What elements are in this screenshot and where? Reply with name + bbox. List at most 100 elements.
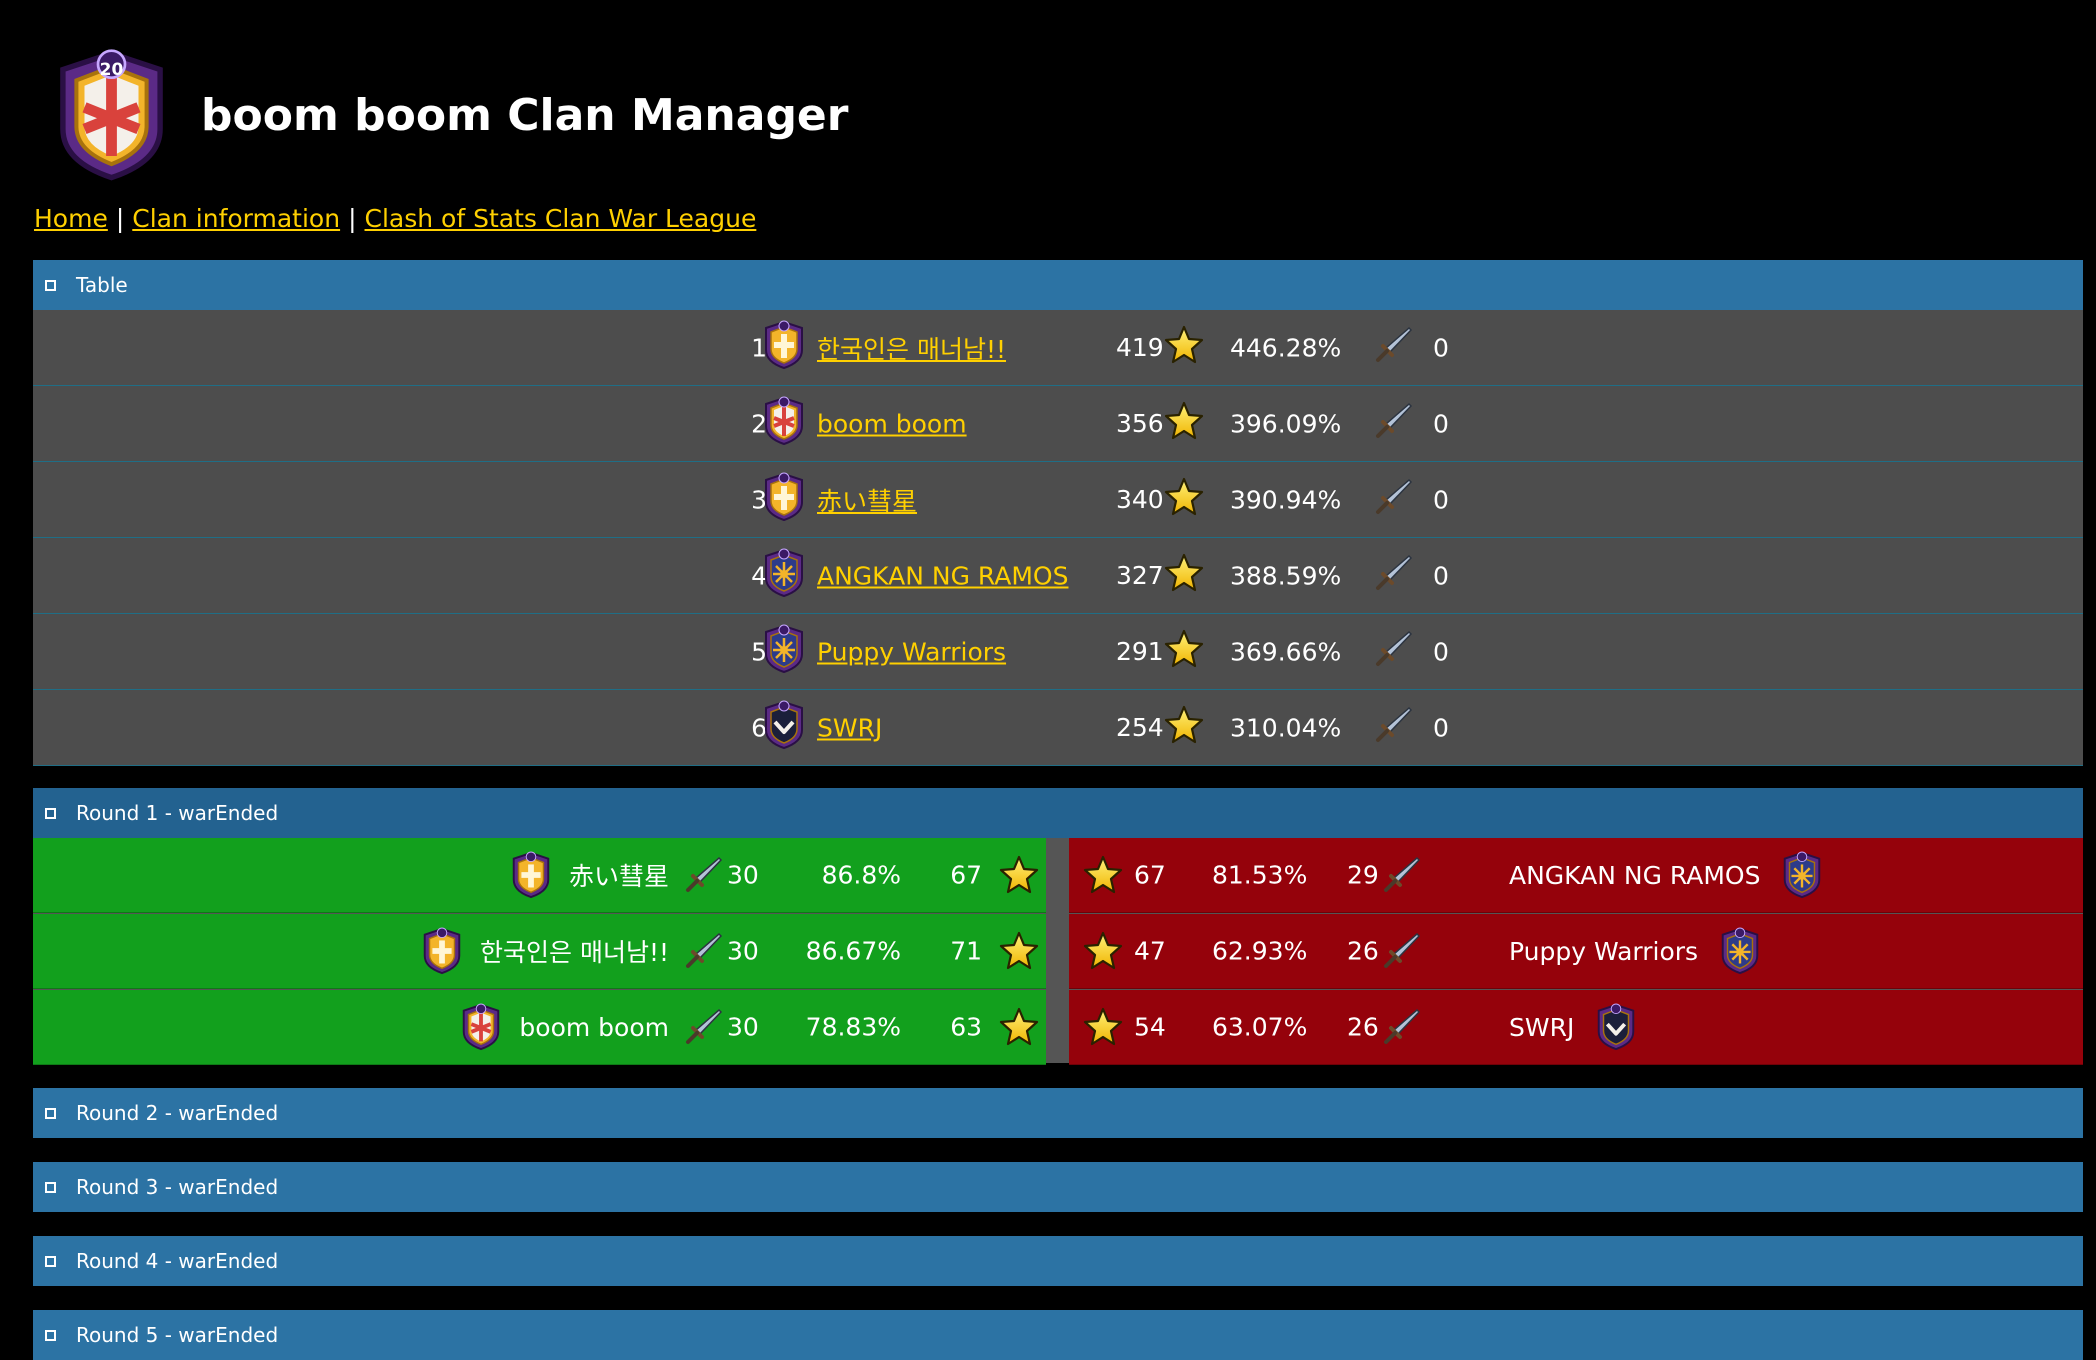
clan-link[interactable]: 赤い彗星: [817, 486, 918, 516]
sword-icon: [1373, 477, 1413, 523]
left-clan-name: 赤い彗星: [568, 862, 669, 891]
panel-title: Table: [76, 273, 128, 297]
round-4-panel-header[interactable]: Round 4 - warEnded: [33, 1236, 2083, 1286]
cross-badge-icon: [507, 851, 555, 899]
collapse-toggle-icon: [45, 1107, 56, 1119]
clan-link[interactable]: ANGKAN NG RAMOS: [817, 561, 1069, 590]
loser-side: 47 62.93% 26 Puppy Warriors: [1069, 914, 2083, 989]
panel-title: Round 4 - warEnded: [76, 1249, 279, 1273]
total-stars: 327: [1116, 553, 1204, 599]
sword-icon: [1373, 401, 1413, 447]
left-attacks: 30: [727, 860, 759, 890]
left-attacks: 30: [727, 936, 759, 966]
right-clan-name: SWRJ: [1509, 1012, 1575, 1042]
star-icon: [1164, 553, 1204, 599]
panel-title: Round 2 - warEnded: [76, 1101, 279, 1125]
total-stars: 356: [1116, 401, 1204, 447]
round-1-panel-header[interactable]: Round 1 - warEnded: [33, 788, 2083, 838]
sword-icon: [1373, 705, 1413, 751]
sun-badge-icon: [759, 624, 809, 680]
sun-badge-icon: [1778, 851, 1826, 899]
war-matchup-row: boom boom 30 78.83% 63 54 63.07% 26 SWRJ: [33, 990, 2083, 1065]
cross-badge-icon: [418, 927, 466, 975]
right-stars: 54: [1134, 1012, 1166, 1042]
right-clan-name: ANGKAN NG RAMOS: [1509, 860, 1761, 890]
right-stars: 67: [1134, 860, 1166, 890]
total-stars: 291: [1116, 629, 1204, 675]
left-destruction: 78.83%: [805, 1012, 901, 1042]
war-matchup-row: 한국인은 매너남!! 30 86.67% 71 47 62.93% 26 Puppy Warr…: [33, 914, 2083, 989]
star-icon: [1164, 477, 1204, 523]
star-icon: [1083, 855, 1123, 895]
star-icon: [999, 931, 1039, 971]
sword-icon: [1381, 931, 1421, 971]
star-icon: [1164, 325, 1204, 371]
sword-icon: [1373, 553, 1413, 599]
sword-icon: [683, 1007, 723, 1047]
round-1-table: 赤い彗星 30 86.8% 67 67 81.53% 29 ANGKAN NG RAMOS 한국…: [33, 838, 2083, 1065]
clan-link[interactable]: 한국인은 매너남!!: [817, 334, 1006, 364]
page-title: boom boom Clan Manager: [201, 90, 849, 141]
destruction-percent: 446.28%: [1230, 333, 1342, 362]
sword-icon: [1381, 1007, 1421, 1047]
sword-icon: [1381, 855, 1421, 895]
winner-side: boom boom 30 78.83% 63: [33, 990, 1046, 1065]
left-stars: 67: [950, 860, 982, 890]
standings-row: 2. boom boom 356 396.09% 0: [33, 386, 2083, 462]
total-stars: 254: [1116, 705, 1204, 751]
left-clan: 한국인은 매너남!!: [418, 927, 669, 975]
left-clan: 赤い彗星: [507, 851, 669, 899]
clan-level: 20: [99, 60, 124, 80]
standings-table: 1. 한국인은 매너남!! 419 446.28% 0 2. boom boom 356 396…: [33, 310, 2083, 766]
standings-row: 6. SWRJ 254 310.04% 0: [33, 690, 2083, 766]
cwl-link[interactable]: Clash of Stats Clan War League: [364, 204, 757, 233]
home-link[interactable]: Home: [34, 204, 108, 233]
clan-link[interactable]: SWRJ: [817, 713, 883, 742]
loser-side: 54 63.07% 26 SWRJ: [1069, 990, 2083, 1065]
star-icon: [999, 855, 1039, 895]
attacks-remaining: 0: [1433, 561, 1449, 590]
standings-row: 4. ANGKAN NG RAMOS 327 388.59% 0: [33, 538, 2083, 614]
panel-title: Round 5 - warEnded: [76, 1323, 279, 1347]
attacks-remaining: 0: [1433, 713, 1449, 742]
left-clan: boom boom: [457, 1003, 669, 1051]
right-clan-name: Puppy Warriors: [1509, 936, 1699, 966]
nav-separator: |: [348, 204, 357, 233]
sword-icon: [683, 855, 723, 895]
clan-badge-icon: 20: [44, 48, 179, 183]
loser-side: 67 81.53% 29 ANGKAN NG RAMOS: [1069, 838, 2083, 913]
star-icon: [999, 1007, 1039, 1047]
right-attacks: 29: [1347, 860, 1379, 890]
standings-row: 3. 赤い彗星 340 390.94% 0: [33, 462, 2083, 538]
total-stars: 419: [1116, 325, 1204, 371]
clan-link[interactable]: Puppy Warriors: [817, 637, 1007, 666]
stars-value: 254: [1116, 713, 1164, 742]
collapse-toggle-icon: [45, 1329, 56, 1341]
shield-badge-icon: [759, 396, 809, 452]
round-5-panel-header[interactable]: Round 5 - warEnded: [33, 1310, 2083, 1360]
attacks-remaining: 0: [1433, 637, 1449, 666]
destruction-percent: 388.59%: [1230, 561, 1342, 590]
chevron-badge-icon: [759, 700, 809, 756]
destruction-percent: 390.94%: [1230, 485, 1342, 514]
stars-value: 291: [1116, 637, 1164, 666]
left-clan-name: 한국인은 매너남!!: [480, 938, 669, 967]
round-2-panel-header[interactable]: Round 2 - warEnded: [33, 1088, 2083, 1138]
collapse-toggle-icon: [45, 807, 56, 819]
stars-value: 340: [1116, 485, 1164, 514]
left-stars: 71: [950, 936, 982, 966]
right-attacks: 26: [1347, 936, 1379, 966]
left-destruction: 86.8%: [821, 860, 901, 890]
clan-link[interactable]: boom boom: [817, 409, 967, 438]
clan-information-link[interactable]: Clan information: [132, 204, 341, 233]
collapse-toggle-icon: [45, 1181, 56, 1193]
war-matchup-row: 赤い彗星 30 86.8% 67 67 81.53% 29 ANGKAN NG RAMOS: [33, 838, 2083, 913]
right-destruction: 63.07%: [1212, 1012, 1308, 1042]
star-icon: [1164, 705, 1204, 751]
round-3-panel-header[interactable]: Round 3 - warEnded: [33, 1162, 2083, 1212]
table-panel-header[interactable]: Table: [33, 260, 2083, 310]
sword-icon: [1373, 629, 1413, 675]
standings-row: 1. 한국인은 매너남!! 419 446.28% 0: [33, 310, 2083, 386]
breadcrumb-nav: Home | Clan information | Clash of Stats Cla…: [34, 204, 756, 233]
cross-badge-icon: [759, 472, 809, 528]
